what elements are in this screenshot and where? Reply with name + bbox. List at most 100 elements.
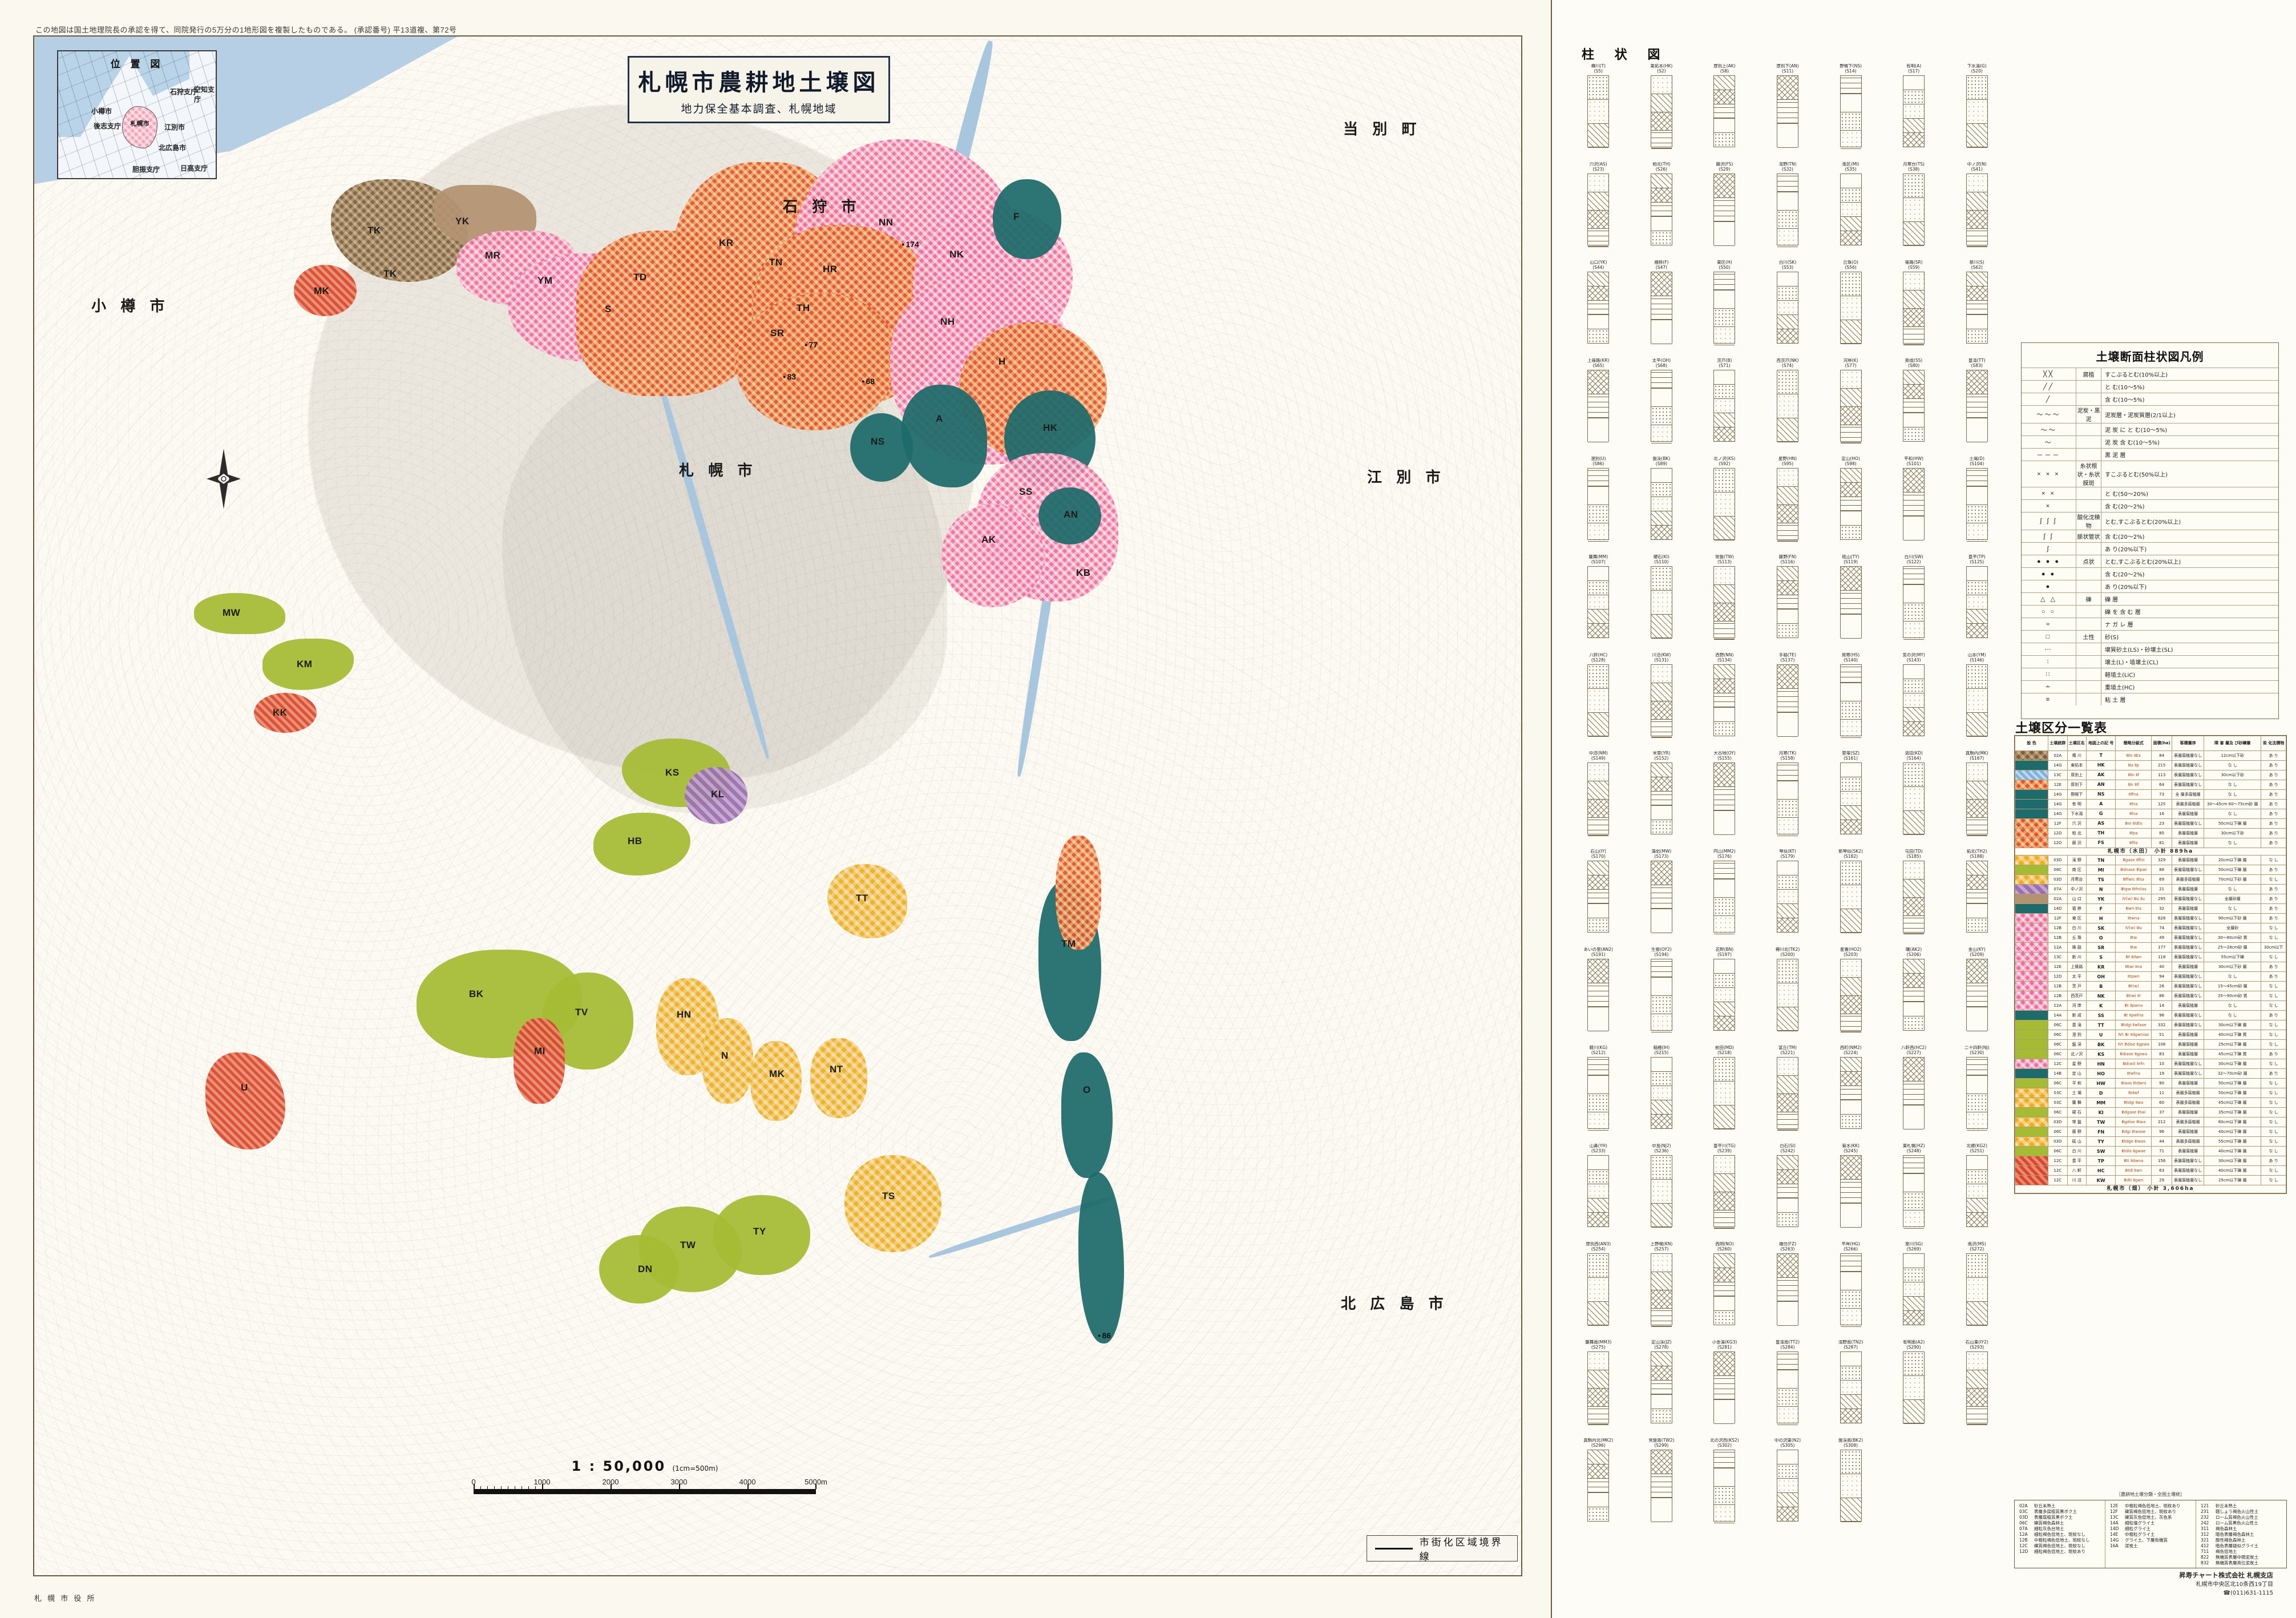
columnar-profile[interactable]: 樽川北(TK2) (S200)	[1757, 947, 1818, 1044]
columnar-profile[interactable]: 南沢(MS) (S272)	[1946, 1242, 2007, 1339]
soil-polygon[interactable]	[194, 593, 285, 634]
columnar-profile[interactable]: 中の沢東(N2) (S305)	[1757, 1438, 1818, 1535]
columnar-profile[interactable]: 厚別上(AK) (S8)	[1694, 64, 1755, 161]
columnar-profile[interactable]: 花畔(BN) (S197)	[1694, 947, 1755, 1044]
classification-table-row[interactable]: 03D 砥 山 TY Ⅲtdge Ⅱiwas 44 表層多腐植層 55cm以下礫 層な し	[2015, 1136, 2286, 1147]
columnar-profile[interactable]: 福移(F) (S47)	[1631, 260, 1692, 357]
columnar-profile[interactable]: 新成(SS) (S80)	[1883, 358, 1945, 455]
columnar-profile[interactable]: 星置(HO2) (S203)	[1820, 947, 1881, 1044]
classification-table-row[interactable]: 12D 柏 北 TH Ⅱfpa 85 表層腐植層 30cm以下砂あ り	[2015, 828, 2286, 838]
classification-table-row[interactable]: 06C 白 川 SW Ⅲtdis Ⅱgwae 71 表層腐植層 40cm以下礫 層な し	[2015, 1146, 2286, 1157]
columnar-profile[interactable]: 屯田(TD) (S185)	[1883, 849, 1945, 946]
columnar-profile[interactable]: 西町(NM2) (S224)	[1820, 1046, 1881, 1143]
soil-polygon[interactable]	[827, 864, 907, 938]
columnar-profile[interactable]: 澄川(SG) (S269)	[1883, 1242, 1945, 1339]
columnar-profile[interactable]: 新川(S) (S62)	[1946, 260, 2007, 357]
classification-table-row[interactable]: 06C 平 和 HW Ⅲiase Ⅱtdwni 90 表層腐植層 50cm以下礫 層な し	[2015, 1078, 2286, 1089]
columnar-profile[interactable]: 藤沢(FS) (S29)	[1694, 162, 1755, 259]
columnar-profile[interactable]: 新琴似(SK2) (S182)	[1820, 849, 1881, 946]
columnar-profile[interactable]: 豊滝(TT) (S83)	[1946, 358, 2007, 455]
columnar-profile[interactable]: 中島(NJ2) (S236)	[1631, 1144, 1692, 1241]
columnar-profile[interactable]: 樽川(T) (S5)	[1568, 64, 1629, 161]
columnar-profile[interactable]: 常盤(TW) (S113)	[1694, 555, 1755, 652]
classification-table-row[interactable]: 13C 厚別上 AK Ⅲln Ⅱf 113 表層腐植層なし 30cm以下砂あ り	[2015, 770, 2286, 780]
soil-polygon[interactable]	[736, 293, 896, 430]
columnar-profile[interactable]: 常盤南(TW2) (S299)	[1631, 1438, 1692, 1535]
columnar-profile[interactable]: 柏北(TH) (S26)	[1631, 162, 1692, 259]
soil-polygon[interactable]	[294, 265, 357, 316]
classification-table-row[interactable]: 02A 樽 川 T Ⅲln ⅡEx 84 表層腐植層なし 12cm以下砂あ り	[2015, 751, 2286, 761]
soil-polygon[interactable]	[850, 413, 913, 482]
columnar-profile[interactable]: 河岸(K) (S77)	[1820, 358, 1881, 455]
columnar-profile[interactable]: 篠路(SR) (S59)	[1883, 260, 1945, 357]
columnar-profile[interactable]: 厚別下(AN) (S11)	[1757, 64, 1818, 161]
classification-table-row[interactable]: 12B 茨 戸 B Ⅲt(w) 26 表層腐植層なし 15～45cm砂 層な し	[2015, 981, 2286, 992]
columnar-profile[interactable]: 真駒内北(MK2) (S296)	[1568, 1438, 1629, 1535]
classification-table-row[interactable]: 07A 中ノ沢 N Ⅲtgw Ⅱtfniias 21 表層腐植層な しあ り	[2015, 884, 2286, 895]
classification-table-row[interactable]: 03C 土 場 D Ⅱtdwf 11 表層多腐植層 50cm以下礫 層な し	[2015, 1088, 2286, 1099]
classification-table-row[interactable]: 03C 簾 舞 MM Ⅲtdgi Ⅱwa 60 表層多腐植層 45cm以下礫 層な し	[2015, 1098, 2286, 1108]
classification-table-row[interactable]: 08C 南 区 MI Ⅲdnase Ⅱtpwi 88 表層腐植層なし 50cm以下礫 層あ …	[2015, 865, 2286, 875]
columnar-profile[interactable]: 福住(FZ) (S263)	[1757, 1242, 1818, 1339]
columnar-profile[interactable]: 丘珠(O) (S56)	[1820, 260, 1881, 357]
classification-table-row[interactable]: 12B 西茨戸 NK Ⅲtiwi Ⅱr 86 表層腐植層なし 35～90cm砂 質な し	[2015, 991, 2286, 1002]
columnar-profile[interactable]: 簾舞(MM) (S107)	[1568, 555, 1629, 652]
columnar-profile[interactable]: 米里(YR) (S152)	[1631, 751, 1692, 848]
classification-table-row[interactable]: 06C 硬 石 KI Ⅲdgase Ⅱtwi 37 表層腐植層 35cm以下礫 層な し	[2015, 1107, 2286, 1118]
columnar-profile[interactable]: 小金湯(KG3) (S281)	[1694, 1340, 1755, 1437]
columnar-profile[interactable]: 稲穂(IH) (S215)	[1631, 1046, 1692, 1143]
columnar-profile[interactable]: 上篠路(KR) (S65)	[1568, 358, 1629, 455]
columnar-profile[interactable]: 大谷地(OY) (S155)	[1694, 751, 1755, 848]
columnar-profile[interactable]: 白石(SI) (S242)	[1757, 1144, 1818, 1241]
soil-polygon[interactable]	[702, 1018, 753, 1104]
classification-table-row[interactable]: 14G 東拓本 HK Ⅲa Ⅱp 215 表層腐植層なしな しあ り	[2015, 760, 2286, 770]
columnar-profile[interactable]: 菊水(KK) (S245)	[1820, 1144, 1881, 1241]
columnar-profile[interactable]: 澄別(U) (S86)	[1568, 457, 1629, 554]
columnar-profile[interactable]: 土場(D) (S104)	[1946, 457, 2007, 554]
columnar-profile[interactable]: 月寒(TK) (S158)	[1757, 751, 1818, 848]
classification-table-row[interactable]: 12D 藤 沢 FS Ⅱffia 81 表層腐植層な しあ り	[2015, 838, 2286, 848]
map-frame[interactable]: TK YK MR YM TK MK S TD KR NN HR TN NK F …	[33, 35, 1522, 1576]
columnar-profile[interactable]: 曙(AK2) (S206)	[1883, 947, 1945, 1044]
classification-table-row[interactable]: 12C 川 沿 KW Ⅲdti Ⅱgwn 29 表層腐植層なし 25cm以下礫 層な し	[2015, 1175, 2286, 1186]
classification-table-row[interactable]: 14A 新 成 SS Ⅲt Ⅱpwfna 96 表層腐植層なしな しあ り	[2015, 1010, 2286, 1021]
columnar-profile[interactable]: 南区(MI) (S35)	[1820, 162, 1881, 259]
classification-table-row[interactable]: 12B 白 川 SK Ⅳ(w) Ⅲu 74 表層腐植層なし 全層砂な し	[2015, 923, 2286, 934]
classification-table-row[interactable]: 12A 河 岸 K Ⅲt Ⅱpwna 14 表層腐植層な しな し	[2015, 1000, 2286, 1011]
columnar-profile[interactable]: 山鼻(YH) (S233)	[1568, 1144, 1629, 1241]
columnar-profile[interactable]: 上野幌(KN) (S257)	[1631, 1242, 1692, 1339]
columnar-profile[interactable]: 軽川(KG) (S212)	[1568, 1046, 1629, 1143]
columnar-profile[interactable]: 石山(IY) (S170)	[1568, 849, 1629, 946]
classification-table-row[interactable]: 12B 丘 珠 O Ⅱtw 49 表層腐植層なし 30～80cm砂 質な し	[2015, 933, 2286, 943]
columnar-profile[interactable]: 琴似(KT) (S179)	[1757, 849, 1818, 946]
classification-table-row[interactable]: 03D 滝 野 TN Ⅲgase Ⅱffni 329 表層腐植層 20cm以下礫 層な し	[2015, 855, 2286, 866]
classification-table-row[interactable]: 06C 豊 滝 TT Ⅲtdgi Ⅱwfase 332 表層腐植層なし 30cm以下礫 層な…	[2015, 1020, 2286, 1031]
columnar-profile[interactable]: 藤野(FN) (S116)	[1757, 555, 1818, 652]
columnar-profile[interactable]: 川沿(KW) (S131)	[1631, 653, 1692, 750]
soil-polygon[interactable]	[1038, 487, 1101, 544]
classification-table-row[interactable]: 06C 北ノ沢 KS Ⅲdiase Ⅱgpwa 83 表層腐植層 45cm以下礫 質あ り	[2015, 1049, 2286, 1060]
columnar-profile[interactable]: あいの里(AN2) (S191)	[1568, 947, 1629, 1044]
columnar-profile[interactable]: 二十四軒(NJ) (S230)	[1946, 1046, 2007, 1143]
columnar-profile[interactable]: 豊滝南(TT2) (S284)	[1757, 1340, 1818, 1437]
soil-polygon[interactable]	[599, 1235, 679, 1304]
columnar-profile[interactable]: 定山渓(JZ) (S278)	[1631, 1340, 1692, 1437]
columnar-profile[interactable]: 砥山(TY) (S119)	[1820, 555, 1881, 652]
columnar-profile[interactable]: 星野(HN) (S95)	[1757, 457, 1818, 554]
soil-polygon[interactable]	[205, 1052, 285, 1149]
columnar-profile[interactable]: 八軒西(HC2) (S227)	[1883, 1046, 1945, 1143]
columnar-profile[interactable]: 下水湯(G) (S20)	[1946, 64, 2007, 161]
classification-table-row[interactable]: 03D 月寒台 TS Ⅲffwic Ⅱfsa 69 表層多腐植層 70cm以下砂 層な し	[2015, 874, 2286, 885]
soil-polygon[interactable]	[1061, 1052, 1113, 1178]
columnar-profile[interactable]: 野幌下(NS) (S14)	[1820, 64, 1881, 161]
columnar-profile[interactable]: 豊平(TP) (S125)	[1946, 555, 2007, 652]
columnar-profile[interactable]: 発寒(HS) (S140)	[1820, 653, 1881, 750]
classification-table-row[interactable]: 12E 厚別下 AN Ⅲn Ⅱlf 64 表層腐植層なしな しあ り	[2015, 780, 2286, 790]
columnar-profile[interactable]: 金山(KY) (S209)	[1946, 947, 2007, 1044]
classification-table-row[interactable]: 02A 山 口 YK Ⅳ(w) Ⅲu Ⅱu 295 表層腐植層なし 全層砂層あ り	[2015, 894, 2286, 905]
classification-table-row[interactable]: 03D 常 盤 TW Ⅲgdise Ⅱtwa 212 表層多腐植層 60cm以下礫 層な し	[2015, 1117, 2286, 1128]
columnar-profile[interactable]: 山本(YM) (S146)	[1946, 653, 2007, 750]
columnar-profile[interactable]: 山口(YK) (S44)	[1568, 260, 1629, 357]
columnar-profile[interactable]: 真駒内(MK) (S167)	[1946, 751, 2007, 848]
soil-polygon[interactable]	[902, 385, 987, 487]
